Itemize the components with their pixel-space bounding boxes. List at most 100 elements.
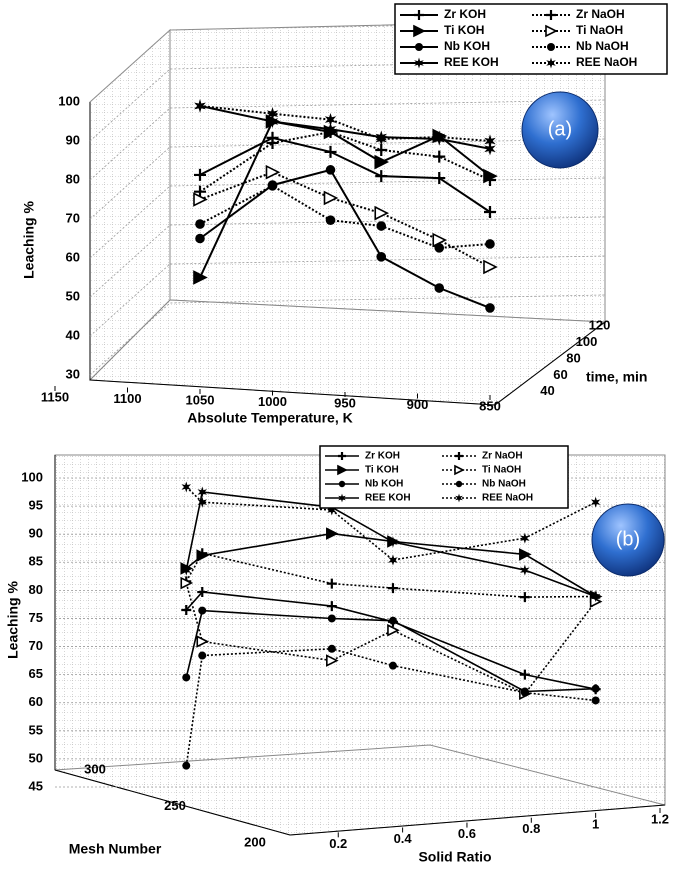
legend-label: Nb NaOH: [482, 479, 526, 490]
series-line: [199, 104, 491, 142]
marker: [194, 168, 206, 181]
marker: [388, 554, 398, 566]
marker: [590, 496, 601, 508]
legend-label: Ti NaOH: [576, 23, 623, 37]
marker: [326, 578, 337, 589]
marker: [375, 170, 388, 183]
marker: [324, 113, 337, 127]
marker: [520, 532, 530, 544]
series-line: [199, 120, 491, 278]
series-line: [199, 184, 491, 249]
marker: [323, 190, 339, 206]
x-axis-label: Absolute Temperature, K: [187, 410, 352, 426]
annotation-label: (a): [548, 118, 572, 140]
x-tick-label: 850: [479, 398, 501, 413]
marker: [338, 493, 346, 503]
marker: [455, 452, 463, 460]
x-tick-label: 1000: [258, 394, 287, 409]
marker: [484, 142, 496, 156]
grid-line: [89, 138, 606, 220]
panel-a-frame: [88, 19, 607, 406]
marker: [195, 219, 205, 229]
marker: [546, 10, 556, 20]
marker: [520, 688, 529, 697]
marker: [338, 480, 346, 488]
marker: [519, 592, 530, 603]
marker: [376, 252, 387, 262]
z-tick-label: 250: [164, 798, 186, 813]
legend-label: Ti KOH: [365, 465, 399, 476]
marker: [327, 614, 336, 623]
y-tick-label: 50: [66, 288, 80, 303]
series-line: [199, 104, 491, 150]
marker: [433, 130, 445, 144]
marker: [374, 205, 390, 221]
marker: [547, 43, 555, 51]
legend-label: Ti NaOH: [482, 465, 521, 476]
marker: [324, 145, 337, 158]
y-tick-label: 60: [66, 249, 80, 264]
marker: [375, 132, 387, 146]
x-axis-label: Solid Ratio: [418, 849, 491, 865]
x-tick-label: 1150: [41, 389, 69, 404]
grid-line: [89, 99, 606, 181]
marker: [485, 303, 495, 313]
y-tick-label: 45: [29, 778, 43, 793]
z-tick-label: 200: [244, 834, 266, 849]
panel-b-frame: [54, 454, 666, 836]
x-tick-label: 950: [334, 395, 356, 410]
legend-label: Zr KOH: [365, 451, 400, 462]
x-tick-label: 1050: [186, 392, 215, 407]
marker: [197, 486, 207, 498]
marker: [266, 136, 279, 149]
marker: [590, 591, 601, 602]
marker: [591, 696, 600, 705]
marker: [325, 215, 336, 225]
marker: [434, 283, 445, 293]
marker: [484, 134, 496, 148]
marker: [415, 43, 423, 51]
y-tick-label: 40: [66, 327, 80, 342]
y-tick-label: 65: [29, 666, 43, 681]
series-line: [199, 168, 491, 309]
grid-line: [89, 177, 606, 259]
y-tick-label: 100: [21, 469, 43, 484]
series-line: [185, 582, 597, 695]
legend-label: Zr NaOH: [482, 451, 523, 462]
marker: [485, 239, 495, 249]
marker: [388, 536, 398, 548]
legend-label: Ti KOH: [444, 23, 484, 37]
legend-label: REE NaOH: [482, 493, 533, 504]
series-line: [185, 552, 596, 598]
series-line: [199, 136, 491, 213]
z-tick-label: 300: [84, 761, 106, 776]
y-tick-label: 70: [66, 210, 80, 225]
marker: [198, 651, 207, 660]
marker: [327, 504, 337, 516]
legend-label: Zr NaOH: [576, 7, 625, 21]
marker: [520, 564, 530, 576]
marker: [455, 480, 463, 488]
y-axis-label: Leaching %: [21, 201, 37, 279]
marker: [519, 669, 530, 680]
marker: [196, 635, 210, 648]
marker: [326, 654, 339, 667]
series-line: [185, 491, 596, 598]
marker: [327, 644, 336, 653]
annotation-badge: [591, 503, 665, 577]
series-line: [185, 486, 597, 561]
y-tick-label: 75: [29, 610, 43, 625]
marker: [387, 583, 398, 594]
annotation-badge: [521, 91, 599, 169]
marker: [267, 181, 278, 191]
marker: [374, 154, 390, 170]
marker: [455, 493, 463, 503]
marker: [325, 165, 336, 175]
marker: [483, 259, 498, 275]
axis-line: [54, 769, 291, 836]
marker: [193, 270, 208, 285]
marker: [434, 243, 445, 253]
series-line: [185, 609, 596, 693]
series-line: [185, 591, 596, 690]
